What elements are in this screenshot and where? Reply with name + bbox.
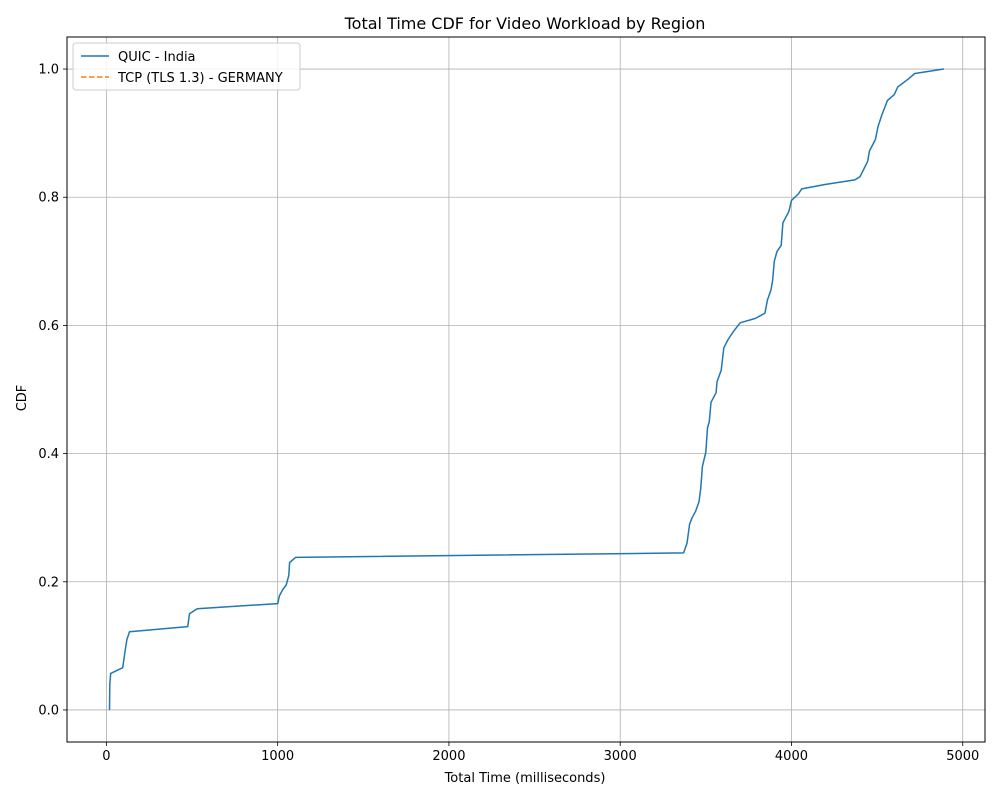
y-tick-label: 1.0 bbox=[38, 63, 59, 78]
y-tick-label: 0.6 bbox=[38, 319, 59, 334]
legend-box bbox=[72, 42, 301, 91]
legend-entry-tcp-germany: TCP (TLS 1.3) - GERMANY bbox=[81, 71, 283, 86]
series-lines bbox=[108, 68, 945, 711]
x-tick-label: 2000 bbox=[432, 749, 465, 764]
y-axis-label: CDF bbox=[15, 385, 30, 412]
legend: QUIC - India TCP (TLS 1.3) - GERMANY bbox=[72, 42, 301, 91]
y-tick-label: 0.8 bbox=[38, 191, 59, 206]
series-line-0 bbox=[108, 68, 945, 711]
x-tick-label: 5000 bbox=[946, 749, 979, 764]
plot-area-frame bbox=[66, 36, 986, 743]
x-tick-label: 4000 bbox=[775, 749, 808, 764]
x-tick-label: 3000 bbox=[604, 749, 637, 764]
y-tick-label: 0.0 bbox=[38, 703, 59, 718]
legend-label-quic-india: QUIC - India bbox=[118, 50, 196, 65]
y-tick-label: 0.4 bbox=[38, 447, 59, 462]
x-tick-label: 0 bbox=[102, 749, 110, 764]
legend-entry-quic-india: QUIC - India bbox=[81, 50, 196, 65]
x-axis-label: Total Time (milliseconds) bbox=[444, 771, 606, 786]
x-axis-ticks: 0 1000 2000 3000 4000 5000 bbox=[102, 742, 979, 764]
y-tick-label: 0.2 bbox=[38, 575, 59, 590]
x-tick-label: 1000 bbox=[261, 749, 294, 764]
y-axis-ticks: 0.0 0.2 0.4 0.6 0.8 1.0 bbox=[38, 63, 67, 718]
chart-title: Total Time CDF for Video Workload by Reg… bbox=[344, 14, 706, 33]
legend-label-tcp-germany: TCP (TLS 1.3) - GERMANY bbox=[117, 71, 283, 86]
